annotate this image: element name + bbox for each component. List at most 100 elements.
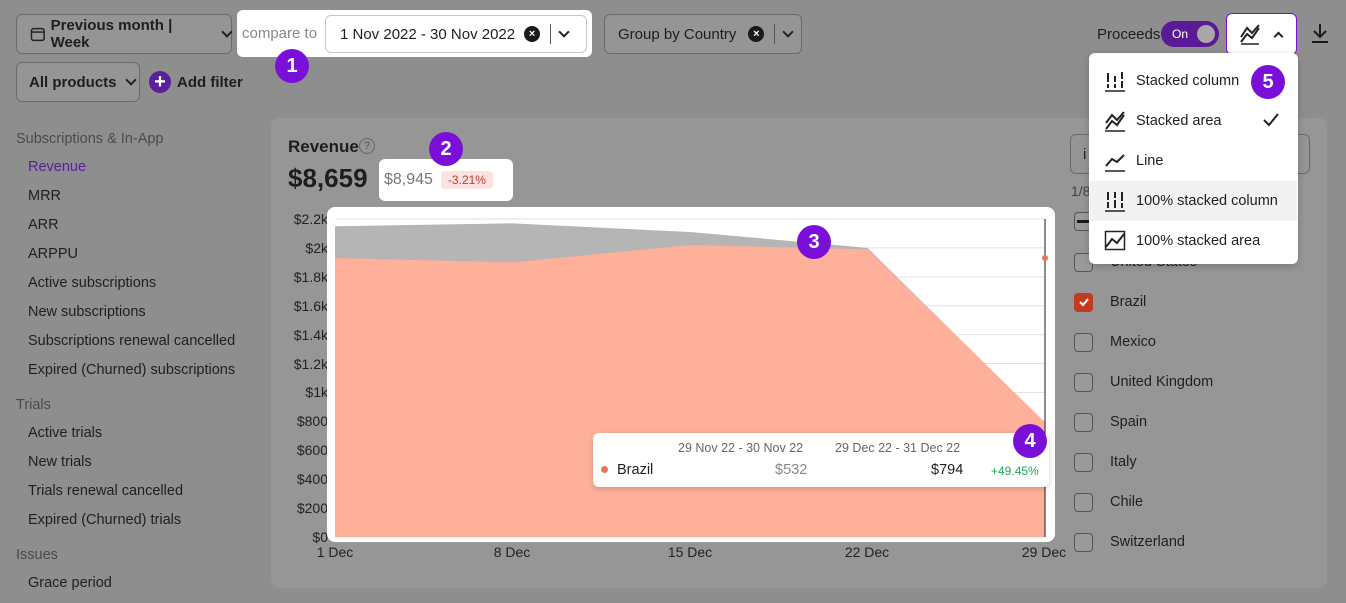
stacked-area-icon <box>1105 111 1125 132</box>
country-label: Chile <box>1110 494 1144 510</box>
compare-value: $8,945 <box>384 171 433 188</box>
period-dropdown[interactable]: Previous month | Week <box>16 14 233 54</box>
chevron-down-icon <box>221 26 233 38</box>
checkbox[interactable] <box>1074 372 1093 392</box>
divider <box>774 24 776 44</box>
hover-point <box>1042 255 1048 262</box>
search-select-value: i <box>1083 146 1087 163</box>
revenue-value: $8,659 <box>288 163 368 193</box>
x-tick-label: 29 Dec <box>1021 544 1067 560</box>
annotation-badge-4: 4 <box>1013 424 1047 458</box>
menu-item-label: 100% stacked area <box>1136 233 1261 249</box>
checkbox[interactable] <box>1074 532 1093 552</box>
group-by-label: Group by Country <box>618 25 737 43</box>
tooltip-country: Brazil <box>617 462 654 478</box>
add-filter-label: Add filter <box>177 73 243 91</box>
y-tick-label: $400 <box>296 471 328 487</box>
sidebar-item-new-trials[interactable]: New trials <box>28 454 92 470</box>
menu-item-stacked-column[interactable]: Stacked column <box>1090 61 1297 101</box>
sidebar-item-expired-trials[interactable]: Expired (Churned) trials <box>28 512 182 528</box>
tooltip-prev-period: 29 Nov 22 - 30 Nov 22 <box>678 441 804 455</box>
menu-item-stacked-area[interactable]: Stacked area <box>1090 101 1297 141</box>
country-row-chile[interactable]: Chile <box>1074 491 1143 513</box>
y-tick-label: $1.4k <box>293 327 328 343</box>
country-row-switzerland[interactable]: Switzerland <box>1074 531 1185 553</box>
stacked-area-100-icon <box>1104 230 1126 251</box>
country-row-italy[interactable]: Italy <box>1074 451 1137 473</box>
country-label: Spain <box>1110 414 1148 430</box>
clear-compare-icon[interactable]: × <box>524 26 541 42</box>
tooltip-series-dot <box>601 466 608 473</box>
tooltip-change: +49.45% <box>991 464 1039 478</box>
y-tick-label: $600 <box>296 442 328 458</box>
sidebar-item-renewal-cancelled[interactable]: Subscriptions renewal cancelled <box>28 333 236 349</box>
sidebar-item-arppu[interactable]: ARPPU <box>28 246 78 262</box>
menu-item-100-stacked-column[interactable]: 100% stacked column <box>1090 181 1297 221</box>
sidebar-section-trials: Trials <box>16 397 51 413</box>
sidebar-item-active-trials[interactable]: Active trials <box>28 425 103 441</box>
checkbox[interactable] <box>1074 452 1093 472</box>
help-icon[interactable]: ? <box>359 138 375 154</box>
checkbox[interactable] <box>1074 412 1093 432</box>
y-tick-label: $0 <box>312 529 328 545</box>
toggle-knob <box>1197 25 1215 43</box>
compare-to-label: compare to <box>242 25 318 42</box>
add-filter-button[interactable]: + Add filter <box>149 71 243 93</box>
menu-item-line[interactable]: Line <box>1090 141 1297 181</box>
x-tick-label: 15 Dec <box>667 544 713 560</box>
proceeds-toggle[interactable]: On <box>1161 21 1219 47</box>
chart-type-button[interactable] <box>1226 13 1297 55</box>
sidebar-item-active-subscriptions[interactable]: Active subscriptions <box>28 275 157 291</box>
chevron-down-icon[interactable] <box>558 26 570 38</box>
calendar-icon <box>30 27 45 42</box>
sidebar-item-grace-period[interactable]: Grace period <box>28 575 112 591</box>
country-row-spain[interactable]: Spain <box>1074 411 1147 433</box>
menu-item-label: Line <box>1136 153 1164 169</box>
tooltip-curr-period: 29 Dec 22 - 31 Dec 22 <box>835 441 961 455</box>
y-tick-label: $2k <box>305 240 328 256</box>
sidebar-section-subscriptions: Subscriptions & In-App <box>16 131 164 147</box>
stacked-column-100-icon <box>1105 192 1125 212</box>
menu-item-100-stacked-area[interactable]: 100% stacked area <box>1090 221 1297 261</box>
annotation-badge-1: 1 <box>275 49 309 83</box>
products-label: All products <box>29 73 117 91</box>
sidebar-item-new-subscriptions[interactable]: New subscriptions <box>28 304 146 320</box>
delta-badge: -3.21% <box>440 171 493 189</box>
y-tick-label: $2.2k <box>293 211 328 227</box>
tooltip-curr-value: $794 <box>931 462 964 478</box>
menu-item-label: 100% stacked column <box>1136 193 1278 209</box>
y-tick-label: $1.6k <box>293 298 328 314</box>
annotation-badge-3: 3 <box>797 225 831 259</box>
country-row-mexico[interactable]: Mexico <box>1074 331 1156 353</box>
revenue-area-chart[interactable] <box>327 207 1055 542</box>
sidebar-item-mrr[interactable]: MRR <box>28 188 62 204</box>
checkbox[interactable] <box>1074 292 1093 312</box>
compare-value-box: $8,945 -3.21% <box>379 159 513 201</box>
checkbox[interactable] <box>1074 332 1093 352</box>
country-label: Switzerland <box>1110 534 1185 550</box>
menu-item-label: Stacked area <box>1136 113 1222 129</box>
x-tick-label: 8 Dec <box>493 544 531 560</box>
y-tick-label: $1.2k <box>293 356 328 372</box>
checkmark-icon <box>1263 113 1279 127</box>
country-row-brazil[interactable]: Brazil <box>1074 291 1146 313</box>
country-label: Mexico <box>1110 334 1156 350</box>
clear-group-icon[interactable]: × <box>748 26 765 42</box>
country-row-united-kingdom[interactable]: United Kingdom <box>1074 371 1213 393</box>
products-dropdown[interactable]: All products <box>16 62 140 102</box>
sidebar-item-expired-subscriptions[interactable]: Expired (Churned) subscriptions <box>28 362 236 378</box>
checkbox[interactable] <box>1074 492 1093 512</box>
sidebar-item-trials-renewal-cancelled[interactable]: Trials renewal cancelled <box>28 483 184 499</box>
line-chart-icon <box>1105 154 1125 172</box>
compare-range-dropdown[interactable]: 1 Nov 2022 - 30 Nov 2022 × <box>325 15 587 53</box>
sidebar-item-revenue[interactable]: Revenue <box>28 159 87 175</box>
minus-icon <box>1077 220 1089 223</box>
x-tick-label: 1 Dec <box>316 544 354 560</box>
y-tick-label: $1.8k <box>293 269 328 285</box>
y-tick-label: $800 <box>296 413 328 429</box>
sidebar-item-arr[interactable]: ARR <box>28 217 59 233</box>
menu-item-label: Stacked column <box>1136 73 1240 89</box>
group-by-dropdown[interactable]: Group by Country × <box>604 14 802 54</box>
chevron-up-icon <box>1273 31 1284 41</box>
download-icon[interactable] <box>1310 22 1330 44</box>
